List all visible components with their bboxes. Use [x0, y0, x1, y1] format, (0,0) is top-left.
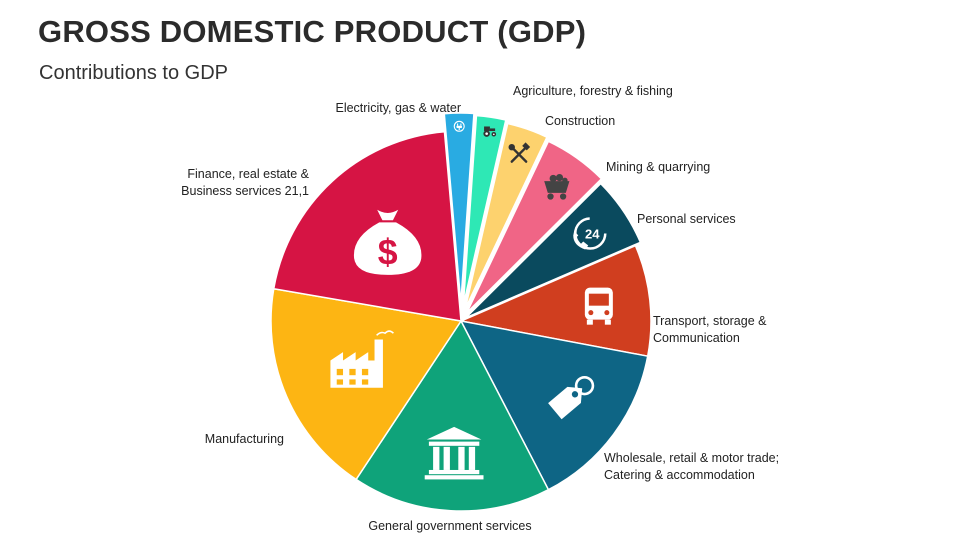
slice-label-line: Business services 21,1	[181, 184, 309, 198]
slice-label: Manufacturing	[205, 432, 284, 446]
slice-label-line: Transport, storage &	[653, 314, 767, 328]
pie-icons: 24 $	[330, 120, 613, 480]
price-tag-icon	[548, 375, 595, 420]
factory-icon	[330, 330, 394, 388]
slice-label-line: Mining & quarrying	[606, 160, 710, 174]
slice-label: Wholesale, retail & motor trade; Catering…	[604, 451, 779, 482]
mine-cart-icon	[544, 173, 570, 200]
slice-label: Agriculture, forestry & fishing	[513, 84, 673, 98]
slice-label-line: Manufacturing	[205, 432, 284, 446]
slice-label: Construction	[545, 114, 615, 128]
slice-label-line: Personal services	[637, 212, 736, 226]
bus-icon	[584, 287, 613, 325]
plug-icon	[453, 120, 465, 132]
tools-icon	[508, 142, 531, 163]
slice-label: Transport, storage & Communication	[653, 314, 767, 345]
slice-label: General government services	[368, 519, 531, 533]
svg-text:$: $	[378, 232, 398, 272]
slice-label-line: Communication	[653, 331, 740, 345]
phone-24-icon: 24	[573, 217, 607, 250]
pie-slice-finance-real-estate-business-services-21-1	[272, 130, 462, 322]
svg-text:24: 24	[585, 226, 600, 241]
pie-slice-transport-storage-communication	[458, 244, 652, 358]
page-subtitle: Contributions to GDP	[39, 62, 228, 84]
slice-label-line: Catering & accommodation	[604, 468, 755, 482]
pie-slice-agriculture-forestry-fishing	[462, 114, 507, 306]
pie-slice-general-government-services	[355, 319, 550, 512]
slice-label-line: Wholesale, retail & motor trade;	[604, 451, 779, 465]
slice-label-line: Agriculture, forestry & fishing	[513, 84, 673, 98]
pie-labels: Electricity, gas & water Agriculture, for…	[181, 84, 779, 533]
slice-label-line: Finance, real estate &	[187, 167, 309, 181]
money-bag-icon: $	[353, 209, 422, 275]
page-title: GROSS DOMESTIC PRODUCT (GDP)	[38, 14, 587, 49]
slice-label: Finance, real estate & Business services …	[181, 167, 309, 198]
slice-label-line: Construction	[545, 114, 615, 128]
slice-label: Electricity, gas & water	[335, 101, 461, 115]
pie-slice-electricity-gas-water	[443, 112, 475, 304]
pie-slice-construction	[464, 122, 548, 310]
slice-label: Personal services	[637, 212, 736, 226]
slice-label-line: Electricity, gas & water	[335, 101, 461, 115]
pie-slice-personal-services	[465, 182, 642, 319]
slice-label: Mining & quarrying	[606, 160, 710, 174]
government-building-icon	[424, 426, 484, 480]
slice-label-line: General government services	[368, 519, 531, 533]
tractor-icon	[483, 126, 497, 137]
